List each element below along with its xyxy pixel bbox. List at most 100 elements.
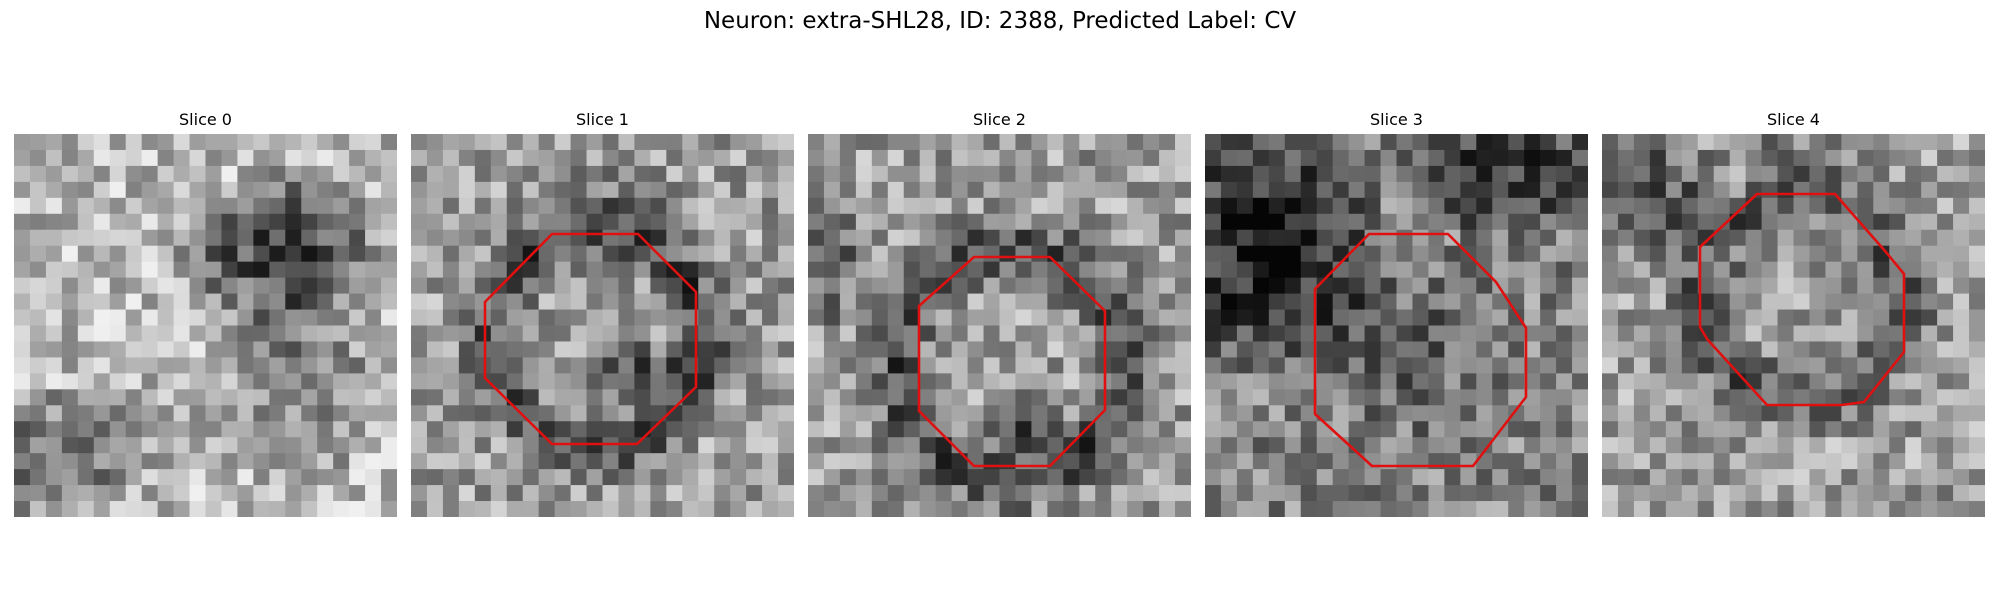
- pixel-cell: [1127, 389, 1144, 406]
- pixel-cell: [45, 421, 63, 438]
- pixel-cell: [125, 341, 143, 359]
- pixel-cell: [14, 277, 31, 295]
- pixel-cell: [1063, 261, 1080, 279]
- pixel-cell: [125, 389, 143, 406]
- pixel-cell: [189, 453, 207, 470]
- pixel-cell: [1079, 485, 1096, 502]
- pixel-cell: [45, 501, 63, 517]
- pixel-cell: [1031, 261, 1048, 279]
- pixel-cell: [1252, 149, 1270, 167]
- pixel-cell: [490, 181, 508, 199]
- pixel-cell: [141, 373, 159, 390]
- pixel-cell: [1825, 181, 1842, 199]
- pixel-cell: [1300, 389, 1318, 406]
- pixel-cell: [253, 245, 270, 263]
- pixel-cell: [333, 181, 350, 199]
- pixel-cell: [1364, 261, 1382, 279]
- pixel-cell: [1252, 421, 1270, 438]
- pixel-cell: [1713, 197, 1731, 215]
- pixel-cell: [698, 373, 715, 390]
- pixel-cell: [506, 373, 524, 390]
- pixel-cell: [887, 197, 905, 215]
- pixel-cell: [1284, 453, 1302, 470]
- pixel-cell: [1476, 277, 1493, 295]
- pixel-cell: [157, 245, 175, 263]
- pixel-cell: [1159, 229, 1176, 247]
- pixel-cell: [1143, 213, 1160, 231]
- pixel-cell: [698, 485, 715, 502]
- pixel-cell: [714, 325, 731, 343]
- pixel-cell: [1015, 501, 1033, 517]
- pixel-cell: [855, 245, 873, 263]
- pixel-cell: [823, 501, 841, 517]
- pixel-cell: [1665, 453, 1683, 470]
- pixel-cell: [333, 469, 350, 486]
- pixel-cell: [1697, 453, 1715, 470]
- pixel-cell: [1665, 325, 1683, 343]
- pixel-cell: [77, 421, 95, 438]
- pixel-cell: [1841, 405, 1858, 422]
- pixel-cell: [1524, 134, 1541, 151]
- pixel-cell: [157, 389, 175, 406]
- pixel-cell: [1729, 389, 1747, 406]
- pixel-cell: [1761, 197, 1779, 215]
- pixel-cell: [903, 453, 921, 470]
- pixel-cell: [506, 453, 524, 470]
- pixel-cell: [1713, 437, 1731, 454]
- pixel-cell: [1905, 149, 1922, 167]
- pixel-cell: [1284, 389, 1302, 406]
- pixel-cell: [1380, 357, 1398, 374]
- pixel-cell: [1252, 325, 1270, 343]
- pixel-cell: [1556, 245, 1573, 263]
- pixel-cell: [1175, 261, 1191, 279]
- pixel-cell: [1476, 501, 1493, 517]
- pixel-cell: [1236, 245, 1254, 263]
- pixel-cell: [808, 293, 825, 311]
- pixel-cell: [45, 405, 63, 422]
- pixel-cell: [1713, 149, 1731, 167]
- pixel-cell: [1143, 501, 1160, 517]
- pixel-cell: [887, 293, 905, 311]
- pixel-cell: [125, 501, 143, 517]
- pixel-cell: [1873, 134, 1890, 151]
- pixel-cell: [333, 213, 350, 231]
- pixel-cell: [602, 501, 620, 517]
- pixel-cell: [1873, 213, 1890, 231]
- pixel-cell: [1508, 389, 1525, 406]
- pixel-cell: [253, 357, 270, 374]
- pixel-cell: [1508, 165, 1525, 183]
- pixel-cell: [1412, 485, 1430, 502]
- pixel-cell: [285, 149, 302, 167]
- pixel-cell: [1428, 134, 1445, 151]
- pixel-cell: [157, 341, 175, 359]
- pixel-cell: [983, 325, 1001, 343]
- pixel-cell: [14, 405, 31, 422]
- pixel-cell: [1220, 181, 1238, 199]
- pixel-cell: [77, 197, 95, 215]
- pixel-cell: [221, 293, 239, 311]
- pixel-cell: [1921, 197, 1938, 215]
- pixel-cell: [45, 197, 63, 215]
- pixel-cell: [93, 453, 111, 470]
- pixel-cell: [650, 325, 667, 343]
- pixel-cell: [855, 405, 873, 422]
- pixel-cell: [1729, 213, 1747, 231]
- pixel-cell: [1111, 309, 1128, 327]
- pixel-cell: [871, 389, 889, 406]
- pixel-cell: [903, 134, 921, 151]
- pixel-cell: [1713, 229, 1731, 247]
- pixel-cell: [1633, 213, 1651, 231]
- pixel-cell: [29, 501, 47, 517]
- pixel-cell: [1777, 149, 1795, 167]
- pixel-cell: [1524, 453, 1541, 470]
- pixel-cell: [1063, 293, 1080, 311]
- pixel-cell: [1572, 405, 1588, 422]
- pixel-cell: [650, 341, 667, 359]
- pixel-cell: [365, 149, 382, 167]
- pixel-cell: [1444, 149, 1461, 167]
- pixel-cell: [45, 309, 63, 327]
- pixel-cell: [490, 325, 508, 343]
- pixel-cell: [823, 437, 841, 454]
- pixel-cell: [730, 469, 747, 486]
- pixel-cell: [349, 181, 366, 199]
